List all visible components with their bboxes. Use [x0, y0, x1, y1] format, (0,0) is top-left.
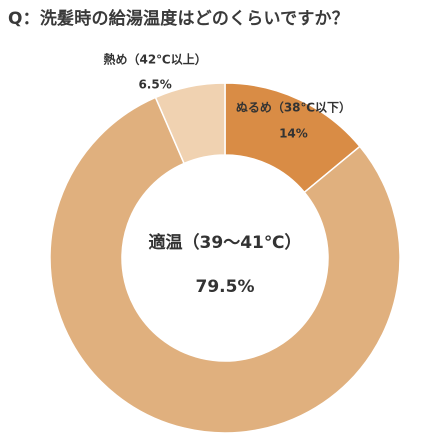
slice-value-1: 79.5% — [196, 277, 255, 297]
donut-slices — [49, 82, 401, 433]
slice-labels: ぬるめ（38℃以下） 14% 適温（39～41℃） 79.5% 熱め（42℃以上） 6.5… — [103, 52, 351, 297]
slice-value-0: 14% — [279, 127, 308, 141]
slice-label-1: 適温（39～41℃） — [149, 232, 302, 253]
slice-1 — [49, 96, 401, 433]
slice-label-2: 熱め（42℃以上） — [103, 52, 206, 67]
chart-title: Q：洗髪時の給湯温度はどのくらいですか？ — [8, 9, 349, 29]
slice-value-2: 6.5% — [138, 78, 171, 92]
slice-label-0: ぬるめ（38℃以下） — [236, 100, 351, 115]
slice-2 — [154, 82, 226, 165]
